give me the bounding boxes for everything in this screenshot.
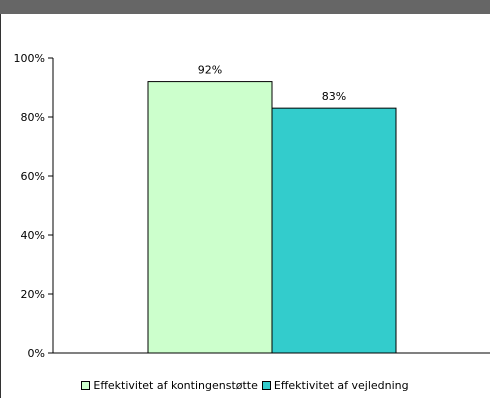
bar-kontingentstotte [147, 81, 273, 354]
bar-vejledning [271, 107, 397, 354]
y-tick-label: 80% [21, 111, 45, 124]
data-label-kontingentstotte: 92% [198, 64, 222, 77]
data-label-vejledning: 83% [322, 90, 346, 103]
y-tick-label: 0% [28, 347, 45, 360]
legend-swatch-vejledning [261, 381, 271, 390]
y-tick-label: 60% [21, 170, 45, 183]
window-top-bar [0, 0, 490, 14]
legend-label-vejledning: Effektivitet af vejledning [273, 379, 409, 392]
legend-label-kontingentstotte: Effektivitet af kontingenstøtte [93, 379, 258, 392]
y-tick-label: 40% [21, 229, 45, 242]
legend-item-kontingentstotte: Effektivitet af kontingenstøtte [81, 379, 258, 392]
chart-legend: Effektivitet af kontingenstøtte Effektiv… [0, 379, 490, 392]
y-tick-label: 100% [14, 52, 45, 65]
y-tick-label: 20% [21, 288, 45, 301]
window-left-border [0, 14, 1, 398]
legend-item-vejledning: Effektivitet af vejledning [261, 379, 409, 392]
legend-swatch-kontingentstotte [81, 381, 91, 390]
